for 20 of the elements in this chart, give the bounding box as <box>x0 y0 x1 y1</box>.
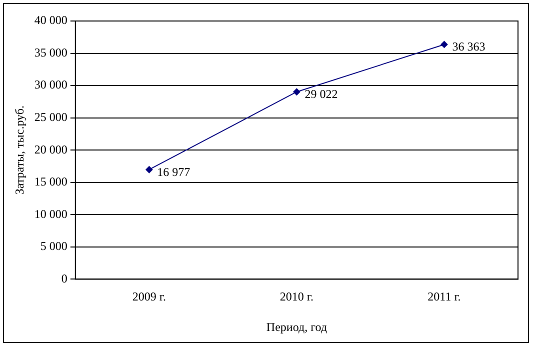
x-tick-label: 2011 г. <box>428 290 461 304</box>
point <box>293 88 300 96</box>
data-label: 36 363 <box>452 40 486 54</box>
y-tick-label: 15 000 <box>34 174 68 189</box>
x-tick-label: 2009 г. <box>132 290 166 304</box>
y-tick-label: 25 000 <box>34 110 68 124</box>
y-tick-label: 30 000 <box>34 78 68 92</box>
y-tick-label: 40 000 <box>34 13 68 28</box>
y-tick-label: 0 <box>61 271 68 286</box>
data-label: 16 977 <box>157 164 190 179</box>
y-tick-label: 35 000 <box>34 45 68 60</box>
y-axis-title: Затраты, тыс.руб. <box>12 106 26 195</box>
point <box>146 166 153 174</box>
x-axis-title: Период, год <box>266 320 327 334</box>
x-tick-label: 2010 г. <box>280 290 314 304</box>
y-tick-label: 10 000 <box>34 206 68 221</box>
data-label: 29 022 <box>304 87 338 102</box>
point <box>440 40 448 48</box>
y-tick-label: 5 000 <box>40 239 68 254</box>
y-tick-label: 20 000 <box>34 142 68 156</box>
